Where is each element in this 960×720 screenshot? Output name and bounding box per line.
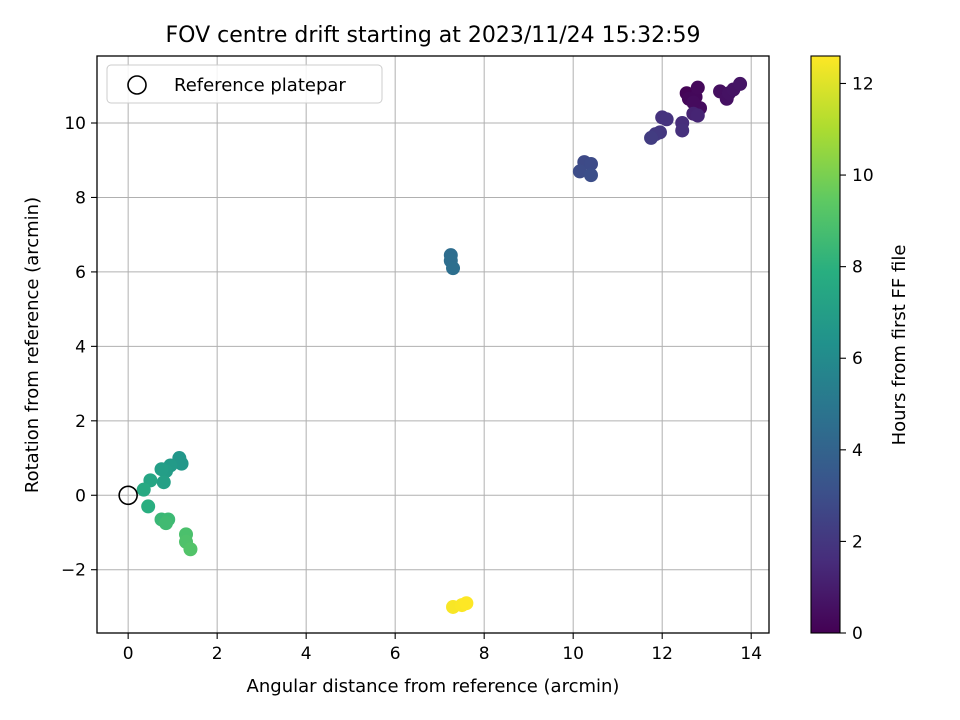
x-tick-label: 10 bbox=[562, 644, 584, 664]
y-tick-label: −2 bbox=[61, 561, 86, 581]
y-axis-ticks: −2 0 2 4 6 8 10 bbox=[61, 114, 97, 581]
y-tick-label: 10 bbox=[64, 114, 86, 134]
data-point bbox=[583, 156, 598, 171]
legend: Reference platepar bbox=[106, 64, 383, 104]
colorbar-tick-label: 2 bbox=[852, 532, 863, 552]
colorbar-label: Hours from first FF file bbox=[889, 245, 910, 446]
data-point bbox=[583, 168, 598, 183]
colorbar-tick-label: 4 bbox=[852, 441, 863, 461]
y-tick-label: 6 bbox=[75, 263, 86, 283]
data-point bbox=[154, 462, 169, 477]
colorbar-tick-label: 6 bbox=[852, 349, 863, 369]
grid bbox=[97, 56, 769, 633]
x-tick-label: 6 bbox=[390, 644, 401, 664]
legend-reference-marker-icon bbox=[127, 75, 147, 95]
data-point bbox=[644, 130, 659, 145]
reference-platepar-marker bbox=[118, 485, 138, 506]
y-axis-label: Rotation from reference (arcmin) bbox=[22, 197, 43, 493]
x-axis-label: Angular distance from reference (arcmin) bbox=[247, 676, 620, 697]
data-point bbox=[174, 456, 189, 471]
data-point bbox=[156, 475, 171, 490]
chart-title: FOV centre drift starting at 2023/11/24 … bbox=[166, 23, 701, 48]
colorbar-tick-label: 12 bbox=[852, 74, 874, 94]
legend-entry-reference-platepar: Reference platepar bbox=[174, 75, 346, 96]
colorbar-tick-label: 8 bbox=[852, 258, 863, 278]
colorbar-tick-label: 10 bbox=[852, 166, 874, 186]
data-point bbox=[675, 123, 690, 138]
x-axis-ticks: 0 2 4 6 8 10 12 14 bbox=[123, 633, 762, 664]
data-points bbox=[136, 76, 748, 614]
x-tick-label: 4 bbox=[301, 644, 312, 664]
data-point bbox=[572, 164, 587, 179]
data-point bbox=[446, 261, 461, 276]
data-point bbox=[136, 482, 151, 497]
x-tick-label: 2 bbox=[212, 644, 223, 664]
colorbar bbox=[810, 55, 841, 634]
colorbar-tick-label: 0 bbox=[852, 624, 863, 644]
y-tick-label: 0 bbox=[75, 486, 86, 506]
y-tick-label: 4 bbox=[75, 337, 86, 357]
data-point bbox=[733, 76, 748, 91]
colorbar-ticks: 0 2 4 6 8 10 12 bbox=[840, 74, 874, 644]
data-point bbox=[183, 542, 198, 557]
data-point bbox=[686, 95, 701, 110]
data-point bbox=[158, 516, 173, 531]
x-tick-label: 12 bbox=[651, 644, 673, 664]
x-tick-label: 14 bbox=[740, 644, 762, 664]
x-tick-label: 8 bbox=[479, 644, 490, 664]
x-tick-label: 0 bbox=[123, 644, 134, 664]
y-tick-label: 8 bbox=[75, 188, 86, 208]
data-point bbox=[141, 499, 156, 514]
y-tick-label: 2 bbox=[75, 412, 86, 432]
legend-box bbox=[106, 64, 383, 104]
data-point bbox=[690, 108, 705, 123]
data-point bbox=[659, 112, 674, 127]
plot-area-frame bbox=[96, 55, 770, 634]
data-point bbox=[459, 596, 474, 611]
data-point bbox=[690, 80, 705, 95]
